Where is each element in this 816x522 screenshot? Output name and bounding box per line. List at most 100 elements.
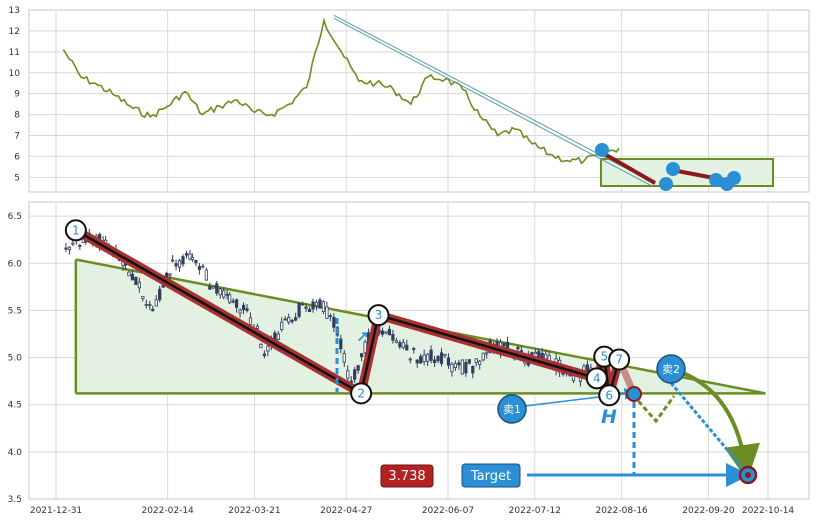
- bottom-x-ticks: 2021-12-31 2022-02-14 2022-03-21 2022-04-27…: [30, 506, 795, 516]
- candle-body-106: [426, 353, 430, 362]
- top-y-ticks: 5 6 7 8 9 10 11 12 13: [9, 6, 21, 183]
- candle-body-79: [332, 316, 336, 328]
- pattern-point-7: [608, 348, 631, 371]
- candle-body-98: [398, 342, 402, 348]
- candle-body-4: [78, 245, 82, 247]
- candle-body-111: [443, 353, 447, 357]
- candle-body-63: [276, 333, 280, 340]
- candle-body-29: [161, 285, 165, 288]
- pattern-point-label-1: 1: [72, 223, 80, 237]
- candle-body-112: [446, 357, 451, 366]
- candle-body-2: [71, 242, 75, 245]
- candle-body-118: [467, 359, 471, 364]
- candle-body-116: [460, 359, 464, 375]
- candle-body-108: [432, 359, 437, 364]
- sell2-badge: 卖2: [656, 354, 686, 384]
- candle-body-137: [533, 351, 537, 355]
- candle-body-0: [64, 247, 68, 250]
- candle-body-126: [495, 341, 499, 346]
- candle-body-114: [453, 363, 458, 368]
- candle-body-52: [238, 309, 242, 314]
- target-label: Target: [470, 469, 511, 484]
- top-y-tick-label-8: 13: [9, 6, 20, 16]
- candle-body-43: [208, 286, 212, 290]
- candle-body-120: [474, 358, 478, 363]
- candle-body-46: [218, 288, 222, 296]
- candle-body-87: [360, 353, 364, 358]
- bottom-y-tick-label-1: 4.0: [8, 448, 23, 458]
- x-tick-label-7: 2022-09-20: [682, 506, 735, 516]
- candle-body-140: [544, 353, 548, 360]
- x-tick-label-5: 2022-07-12: [509, 506, 561, 516]
- candle-body-82: [342, 353, 346, 363]
- top-marker-d: [709, 173, 723, 187]
- top-pattern-trendline-upper: [333, 14, 656, 185]
- sell1-badge: 卖1: [497, 394, 527, 424]
- candle-body-31: [168, 273, 172, 276]
- pattern-point-label-7: 7: [615, 352, 623, 366]
- candle-body-73: [311, 301, 315, 310]
- candle-body-102: [412, 348, 416, 350]
- x-tick-label-0: 2021-12-31: [30, 506, 82, 516]
- candle-body-37: [188, 253, 192, 260]
- candle-body-88: [363, 341, 367, 354]
- candle-body-45: [215, 283, 219, 294]
- candle-body-34: [177, 260, 182, 268]
- candle-body-86: [356, 365, 360, 371]
- bottom-y-tick-label-2: 4.5: [8, 401, 22, 411]
- candle-body-74: [314, 301, 319, 307]
- top-y-tick-label-6: 11: [9, 48, 20, 58]
- top-y-tick-label-7: 12: [9, 27, 20, 37]
- candle-body-68: [294, 317, 298, 321]
- sell1-label: 卖1: [503, 403, 521, 416]
- forecast-arrow: [682, 371, 760, 481]
- candle-body-69: [297, 303, 301, 317]
- candle-body-96: [391, 333, 395, 341]
- x-tick-label-6: 2022-08-16: [595, 506, 648, 516]
- candle-body-103: [415, 359, 419, 364]
- candle-body-36: [184, 253, 189, 256]
- candle-body-32: [170, 259, 175, 262]
- top-marker-f: [727, 171, 741, 185]
- bottom-y-tick-label-5: 6.0: [8, 259, 23, 269]
- candle-body-107: [429, 349, 433, 361]
- height-arrow-label: ↗: [356, 328, 369, 346]
- pattern-point-label-2: 2: [357, 386, 365, 400]
- candle-body-119: [471, 365, 475, 374]
- candle-body-41: [201, 265, 205, 268]
- target-marker-core: [745, 472, 751, 478]
- sell2-label: 卖2: [662, 363, 680, 376]
- candle-body-44: [211, 285, 215, 289]
- candle-body-1: [67, 246, 71, 251]
- pattern-point-2: [350, 382, 373, 405]
- bottom-y-tick-label-6: 6.5: [8, 212, 22, 222]
- bottom-y-tick-label-0: 3.5: [8, 495, 22, 505]
- top-pattern-trendline: [333, 17, 652, 187]
- candle-body-94: [384, 331, 388, 334]
- pattern-point-1: [64, 219, 87, 242]
- top-price-line: [62, 17, 620, 165]
- candle-body-48: [225, 293, 229, 296]
- pattern-points: 1 2 3 4 5 6 7: [64, 219, 631, 407]
- candle-body-104: [419, 356, 423, 364]
- bottom-y-tick-label-4: 5.5: [8, 306, 22, 316]
- candle-body-72: [307, 309, 312, 312]
- candle-body-66: [287, 316, 291, 323]
- bottom-panel-frame: [28, 201, 810, 500]
- pattern-point-label-3: 3: [375, 308, 383, 322]
- top-y-tick-label-1: 6: [14, 152, 20, 162]
- candle-body-54: [245, 308, 249, 311]
- candle-body-42: [204, 269, 208, 281]
- x-tick-label-8: 2022-10-14: [742, 506, 795, 516]
- projection-zigzag: [631, 394, 676, 424]
- candle-body-85: [353, 369, 357, 380]
- candle-body-23: [141, 295, 145, 300]
- candle-body-35: [181, 256, 185, 265]
- top-marker-c: [666, 162, 680, 176]
- candle-body-109: [436, 356, 440, 362]
- candle-body-22: [137, 281, 141, 289]
- candle-body-26: [151, 308, 155, 312]
- candle-body-59: [262, 353, 266, 357]
- pattern-point-label-6: 6: [605, 388, 613, 402]
